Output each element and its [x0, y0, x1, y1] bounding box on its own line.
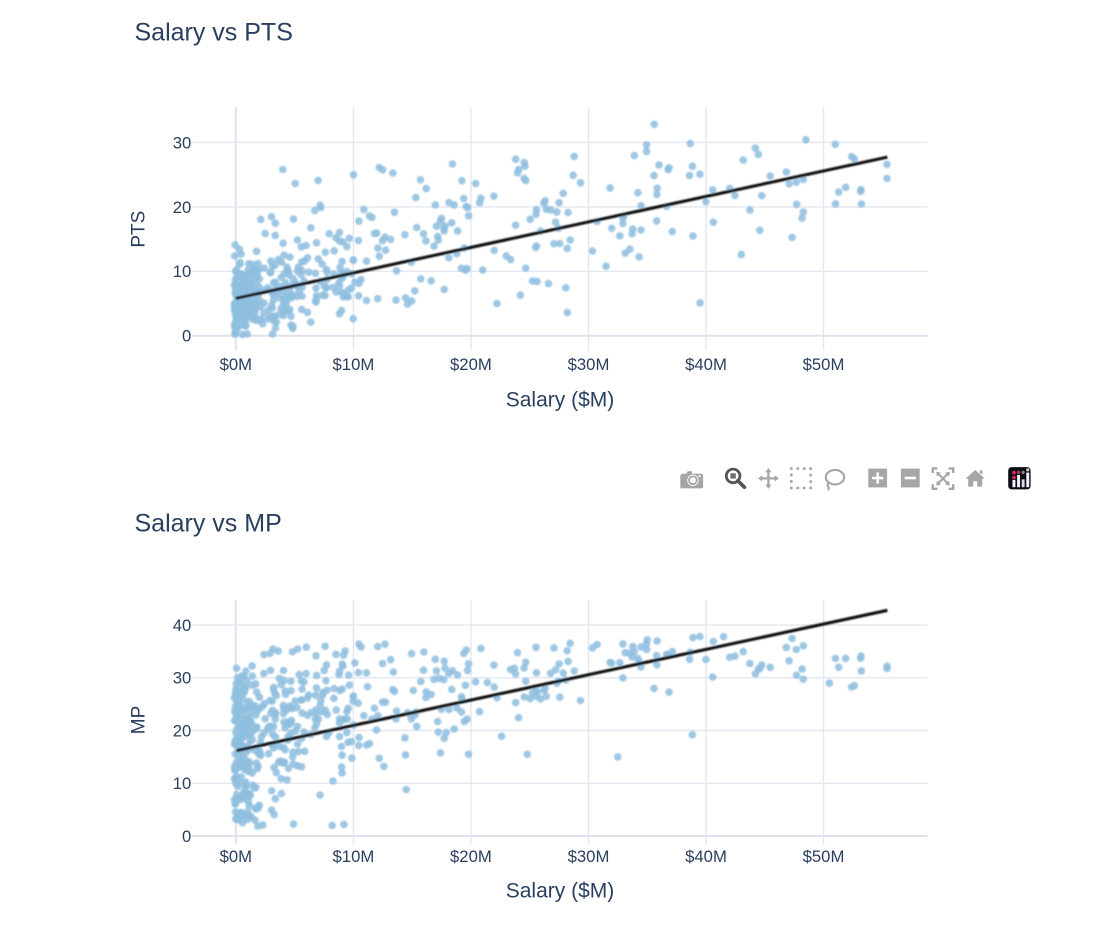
- svg-text:10: 10: [173, 262, 192, 281]
- svg-text:Salary vs MP: Salary vs MP: [135, 509, 282, 537]
- svg-text:$40M: $40M: [685, 847, 727, 866]
- svg-text:20: 20: [173, 198, 192, 217]
- svg-text:10: 10: [173, 774, 192, 793]
- svg-text:$10M: $10M: [333, 355, 375, 374]
- svg-text:$50M: $50M: [803, 355, 845, 374]
- svg-text:30: 30: [173, 133, 192, 152]
- svg-text:$0M: $0M: [220, 847, 252, 866]
- svg-text:20: 20: [173, 721, 192, 740]
- svg-text:Salary vs PTS: Salary vs PTS: [135, 18, 293, 46]
- svg-text:Salary ($M): Salary ($M): [506, 880, 615, 903]
- svg-text:$50M: $50M: [803, 847, 845, 866]
- svg-text:$20M: $20M: [450, 355, 492, 374]
- svg-text:$10M: $10M: [333, 847, 375, 866]
- svg-text:0: 0: [182, 327, 191, 346]
- svg-text:40: 40: [173, 616, 192, 635]
- svg-text:$0M: $0M: [220, 355, 252, 374]
- svg-text:0: 0: [182, 827, 191, 846]
- svg-text:$30M: $30M: [568, 355, 610, 374]
- svg-text:30: 30: [173, 669, 192, 688]
- svg-text:$40M: $40M: [685, 355, 727, 374]
- svg-text:MP: MP: [129, 706, 150, 735]
- svg-text:Salary ($M): Salary ($M): [506, 389, 615, 412]
- svg-text:$20M: $20M: [450, 847, 492, 866]
- svg-text:PTS: PTS: [129, 211, 150, 248]
- svg-text:$30M: $30M: [568, 847, 610, 866]
